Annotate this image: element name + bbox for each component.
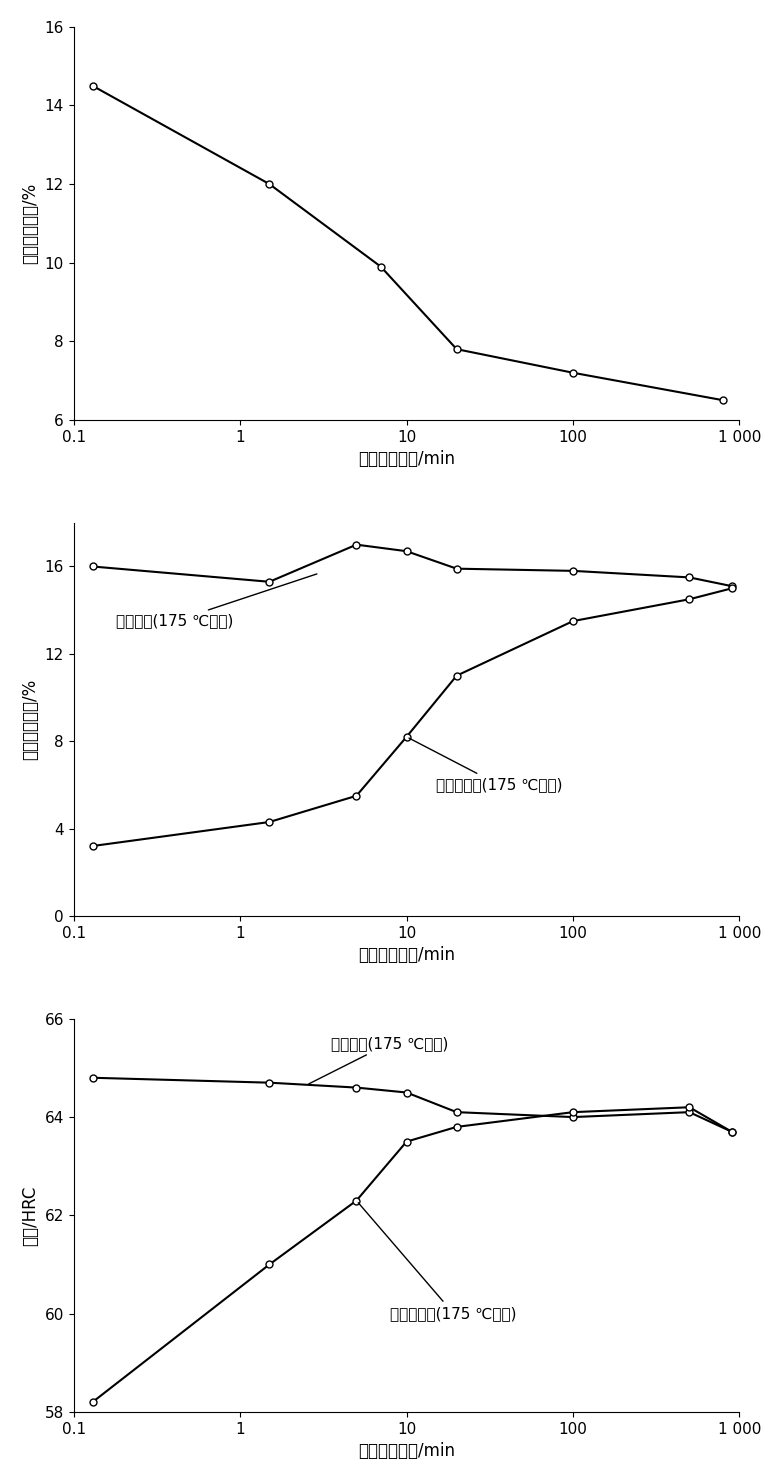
Text: 细珠光体(175 ℃回火): 细珠光体(175 ℃回火)	[116, 575, 317, 628]
Text: 粒状珠光体(175 ℃回火): 粒状珠光体(175 ℃回火)	[358, 1203, 517, 1321]
X-axis label: 奥氏体化时间/min: 奥氏体化时间/min	[358, 1442, 455, 1460]
Y-axis label: 未溶碳化物量/%: 未溶碳化物量/%	[21, 182, 39, 264]
Text: 粒状珠光体(175 ℃回火): 粒状珠光体(175 ℃回火)	[409, 738, 562, 792]
X-axis label: 奥氏体化时间/min: 奥氏体化时间/min	[358, 450, 455, 468]
X-axis label: 奥氏体化时间/min: 奥氏体化时间/min	[358, 946, 455, 964]
Text: 细珠光体(175 ℃回火): 细珠光体(175 ℃回火)	[309, 1035, 448, 1084]
Y-axis label: 硬度/HRC: 硬度/HRC	[21, 1185, 39, 1246]
Y-axis label: 残余奥氏体量/%: 残余奥氏体量/%	[21, 678, 39, 760]
